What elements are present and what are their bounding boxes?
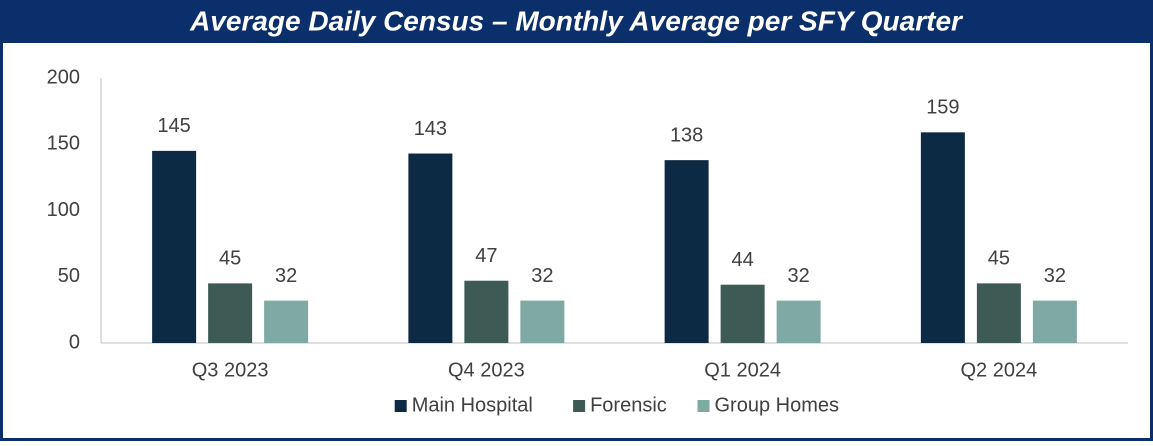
y-tick-label: 100 bbox=[47, 199, 80, 221]
data-label: 138 bbox=[670, 124, 703, 146]
bar bbox=[208, 283, 253, 343]
data-label: 45 bbox=[988, 248, 1010, 270]
data-label: 32 bbox=[1044, 265, 1066, 287]
legend-swatch bbox=[573, 400, 586, 412]
data-label: 47 bbox=[475, 245, 497, 267]
legend-label: Main Hospital bbox=[412, 394, 533, 416]
bar bbox=[664, 160, 709, 343]
chart-title: Average Daily Census – Monthly Average p… bbox=[189, 5, 964, 36]
y-tick-label: 150 bbox=[47, 133, 80, 155]
data-label: 44 bbox=[732, 249, 754, 271]
data-label: 145 bbox=[157, 115, 190, 137]
data-label: 32 bbox=[531, 265, 553, 287]
y-tick-label: 200 bbox=[47, 66, 80, 88]
legend-label: Forensic bbox=[590, 394, 667, 416]
bar bbox=[720, 284, 765, 343]
data-label: 143 bbox=[414, 118, 447, 140]
data-label: 32 bbox=[788, 265, 810, 287]
x-tick-label: Q1 2024 bbox=[704, 359, 781, 381]
bar bbox=[520, 300, 565, 343]
bar bbox=[464, 280, 509, 343]
legend-swatch bbox=[394, 400, 407, 412]
bar bbox=[152, 150, 197, 343]
title-bar bbox=[0, 0, 1153, 43]
x-tick-label: Q4 2023 bbox=[448, 359, 525, 381]
bar bbox=[408, 153, 453, 343]
legend-label: Group Homes bbox=[715, 394, 840, 416]
x-tick-label: Q2 2024 bbox=[961, 359, 1038, 381]
bar bbox=[976, 283, 1021, 343]
bar bbox=[776, 300, 821, 343]
data-label: 45 bbox=[219, 248, 241, 270]
y-tick-label: 0 bbox=[69, 331, 80, 353]
bar bbox=[920, 132, 965, 343]
bar bbox=[264, 300, 309, 343]
data-label: 159 bbox=[926, 97, 959, 119]
legend-swatch bbox=[697, 400, 710, 412]
data-label: 32 bbox=[275, 265, 297, 287]
y-tick-label: 50 bbox=[58, 265, 80, 287]
bar bbox=[1032, 300, 1077, 343]
x-tick-label: Q3 2023 bbox=[192, 359, 269, 381]
